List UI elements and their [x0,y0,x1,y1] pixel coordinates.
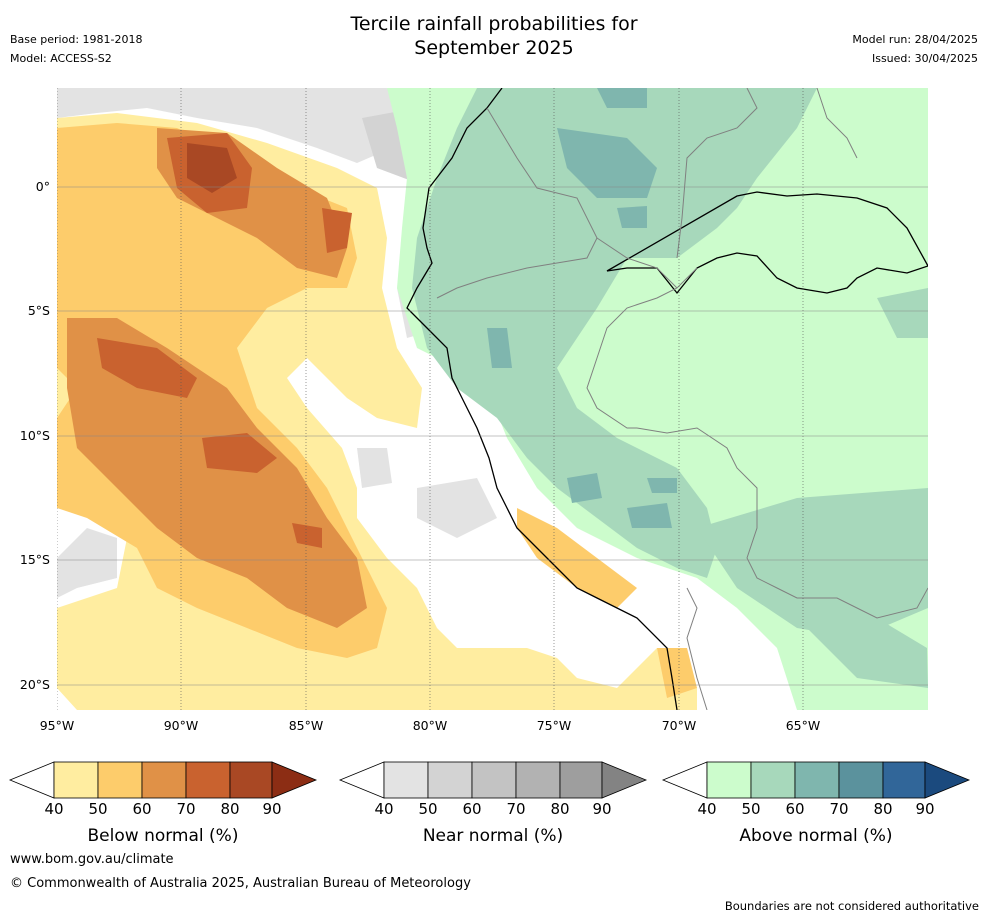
near-tick-60: 60 [462,800,482,818]
lon-label-75w: 75°W [536,718,572,733]
map-title: Tercile rainfall probabilities for Septe… [0,12,988,60]
below-swatch-4 [229,761,273,799]
near-swatch-1 [427,761,473,799]
above-swatch-4 [882,761,926,799]
lat-label-20s: 20°S [19,677,50,692]
legend-near-normal [338,761,648,799]
near-swatch-3 [515,761,561,799]
above-swatch-2 [794,761,840,799]
below-tick-50: 50 [88,800,108,818]
near-tick-40: 40 [374,800,394,818]
lon-label-80w: 80°W [412,718,448,733]
title-line-2: September 2025 [414,37,574,59]
below-swatch-1 [97,761,143,799]
below-swatch-0 [53,761,99,799]
above-tick-40: 40 [697,800,717,818]
below-swatch-3 [185,761,231,799]
above-tick-60: 60 [785,800,805,818]
website-link[interactable]: www.bom.gov.au/climate [10,852,174,867]
meta-right: Model run: 28/04/2025 Issued: 30/04/2025 [852,30,978,68]
below-swatch-2 [141,761,187,799]
boundary-disclaimer: Boundaries are not considered authoritat… [724,899,979,913]
near-tick-90: 90 [592,800,612,818]
model-name: Model: ACCESS-S2 [10,52,112,65]
above-swatch-1 [750,761,796,799]
copyright-text: © Commonwealth of Australia 2025, Austra… [10,876,471,891]
lat-label-10s: 10°S [19,428,50,443]
base-period: Base period: 1981-2018 [10,33,143,46]
lat-label-0: 0° [35,179,50,194]
lon-label-90w: 90°W [163,718,199,733]
lon-label-85w: 85°W [288,718,324,733]
issued-date: Issued: 30/04/2025 [871,52,978,65]
below-tick-60: 60 [132,800,152,818]
below-legend-title: Below normal (%) [87,826,239,846]
above-tick-80: 80 [873,800,893,818]
near-swatch-2 [471,761,517,799]
above-tick-70: 70 [829,800,849,818]
legend-below-normal [8,761,318,799]
lon-label-65w: 65°W [785,718,821,733]
near-swatch-0 [383,761,429,799]
country-borders [436,88,928,710]
below-tick-40: 40 [44,800,64,818]
coastline [406,88,928,710]
above-tick-90: 90 [915,800,935,818]
above-swatch-0 [706,761,752,799]
above-normal-regions [387,88,928,710]
lat-label-15s: 15°S [19,552,50,567]
title-line-1: Tercile rainfall probabilities for [350,13,638,35]
meta-left: Base period: 1981-2018 Model: ACCESS-S2 [10,30,142,68]
below-tick-70: 70 [176,800,196,818]
model-run: Model run: 28/04/2025 [852,33,978,46]
lon-label-70w: 70°W [661,718,697,733]
lon-label-95w: 95°W [39,718,75,733]
below-tick-80: 80 [220,800,240,818]
graticule-latitudes [57,186,928,686]
above-legend-title: Above normal (%) [739,826,893,846]
probability-map [57,88,928,710]
near-tick-50: 50 [418,800,438,818]
lat-label-5s: 5°S [27,303,50,318]
above-tick-50: 50 [741,800,761,818]
below-tick-90: 90 [262,800,282,818]
near-swatch-4 [559,761,603,799]
above-swatch-3 [838,761,884,799]
near-tick-70: 70 [506,800,526,818]
near-tick-80: 80 [550,800,570,818]
legend-above-normal [661,761,971,799]
near-legend-title: Near normal (%) [422,826,564,846]
